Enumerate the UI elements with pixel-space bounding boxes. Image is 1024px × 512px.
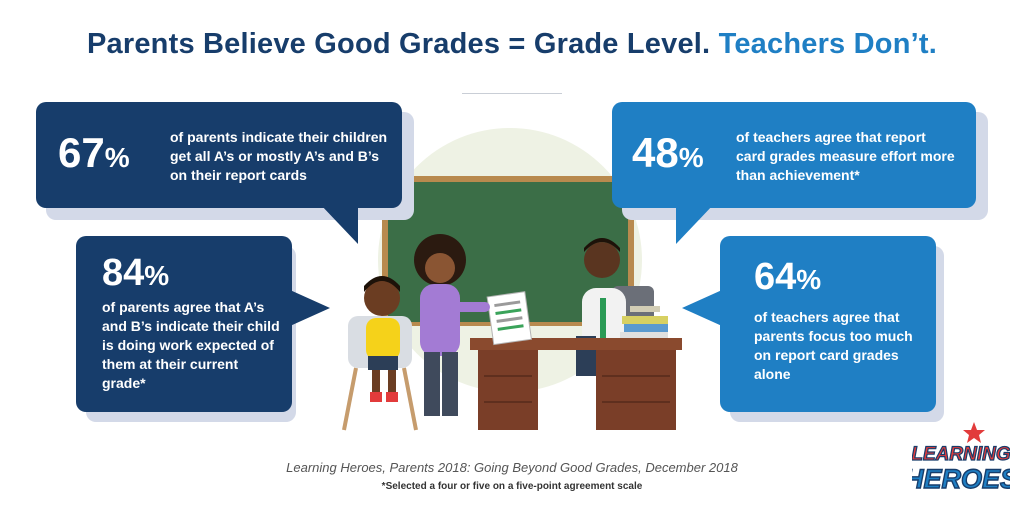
stat-percentage: 84% xyxy=(102,252,170,294)
speech-tail xyxy=(676,204,714,244)
title-divider xyxy=(462,93,562,94)
stat-bubble-parents-grades: 67% of parents indicate their children g… xyxy=(36,102,402,208)
speech-tail xyxy=(682,290,722,326)
logo-line-learning: LEARNING xyxy=(912,444,1010,465)
stat-description: of parents indicate their children get a… xyxy=(170,129,388,183)
stat-description: of teachers agree that parents focus too… xyxy=(754,309,913,382)
title-accent: Teachers Don’t. xyxy=(718,28,937,60)
title-main: Parents Believe Good Grades = Grade Leve… xyxy=(87,28,711,60)
stat-bubble-parents-grade-level: 84% of parents agree that A’s and B’s in… xyxy=(76,236,292,412)
stat-bubble-teachers-report-cards: 64% of teachers agree that parents focus… xyxy=(720,236,936,412)
stat-percentage: 48% xyxy=(632,129,704,176)
stat-description: of teachers agree that report card grade… xyxy=(736,129,955,183)
learning-heroes-logo: LEARNING HEROES xyxy=(912,422,1010,495)
footnote: *Selected a four or five on a five-point… xyxy=(381,481,643,492)
source-citation: Learning Heroes, Parents 2018: Going Bey… xyxy=(286,460,738,475)
parent-teacher-conference-illustration xyxy=(342,128,682,431)
stat-description: of parents agree that A’s and B’s indica… xyxy=(102,299,280,391)
stat-bubble-teachers-effort: 48% of teachers agree that report card g… xyxy=(612,102,976,208)
star-icon xyxy=(963,422,985,443)
speech-tail xyxy=(320,204,358,244)
stat-percentage: 64% xyxy=(754,256,822,298)
speech-tail xyxy=(290,290,330,326)
logo-line-heroes: HEROES xyxy=(912,464,1010,494)
page-title: Parents Believe Good Grades = Grade Leve… xyxy=(0,28,1024,61)
stat-percentage: 67% xyxy=(58,129,130,176)
